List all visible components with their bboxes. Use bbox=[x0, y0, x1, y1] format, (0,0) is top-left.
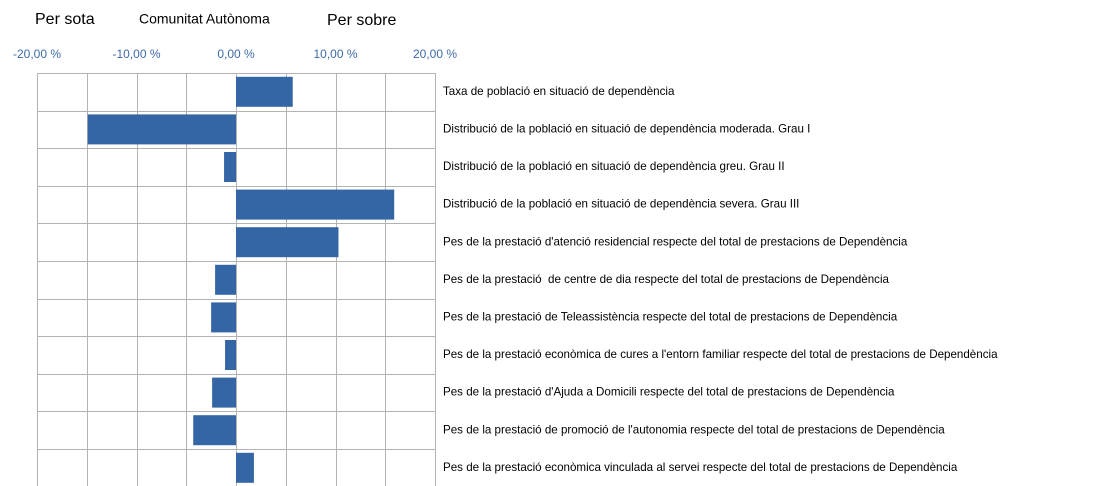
x-tick-label: -10,00 % bbox=[112, 47, 160, 61]
bar bbox=[193, 415, 236, 446]
bar bbox=[236, 227, 339, 258]
bar bbox=[211, 302, 236, 333]
bar bbox=[212, 377, 236, 408]
bar bbox=[236, 189, 395, 220]
category-label: Pes de la prestació d'atenció residencia… bbox=[443, 235, 908, 248]
bar bbox=[224, 152, 236, 182]
bar bbox=[236, 452, 254, 483]
category-label: Distribució de la població en situació d… bbox=[443, 160, 785, 173]
category-label: Distribució de la població en situació d… bbox=[443, 122, 810, 135]
bar bbox=[225, 340, 236, 370]
x-tick-label: 0,00 % bbox=[217, 47, 255, 61]
category-label: Taxa de població en situació de dependèn… bbox=[443, 85, 675, 98]
x-tick-label: 10,00 % bbox=[313, 47, 357, 61]
legend-above: Per sobre bbox=[327, 12, 396, 29]
legend-below: Per sota bbox=[35, 11, 95, 28]
legend-middle: Comunitat Autònoma bbox=[139, 11, 270, 27]
bar bbox=[236, 76, 293, 107]
bar bbox=[87, 114, 237, 145]
category-label: Pes de la prestació econòmica de cures a… bbox=[443, 348, 998, 361]
category-label: Pes de la prestació de promoció de l'aut… bbox=[443, 423, 945, 436]
category-label: Pes de la prestació d'Ajuda a Domicili r… bbox=[443, 386, 895, 399]
bar bbox=[215, 264, 236, 295]
x-tick-label: -20,00 % bbox=[13, 47, 61, 61]
category-label: Distribució de la població en situació d… bbox=[443, 198, 799, 211]
x-tick-label: 20,00 % bbox=[413, 47, 457, 61]
category-label: Pes de la prestació econòmica vinculada … bbox=[443, 461, 958, 474]
category-label: Pes de la prestació de Teleassistència r… bbox=[443, 310, 898, 323]
category-label: Pes de la prestació de centre de dia res… bbox=[443, 273, 890, 286]
